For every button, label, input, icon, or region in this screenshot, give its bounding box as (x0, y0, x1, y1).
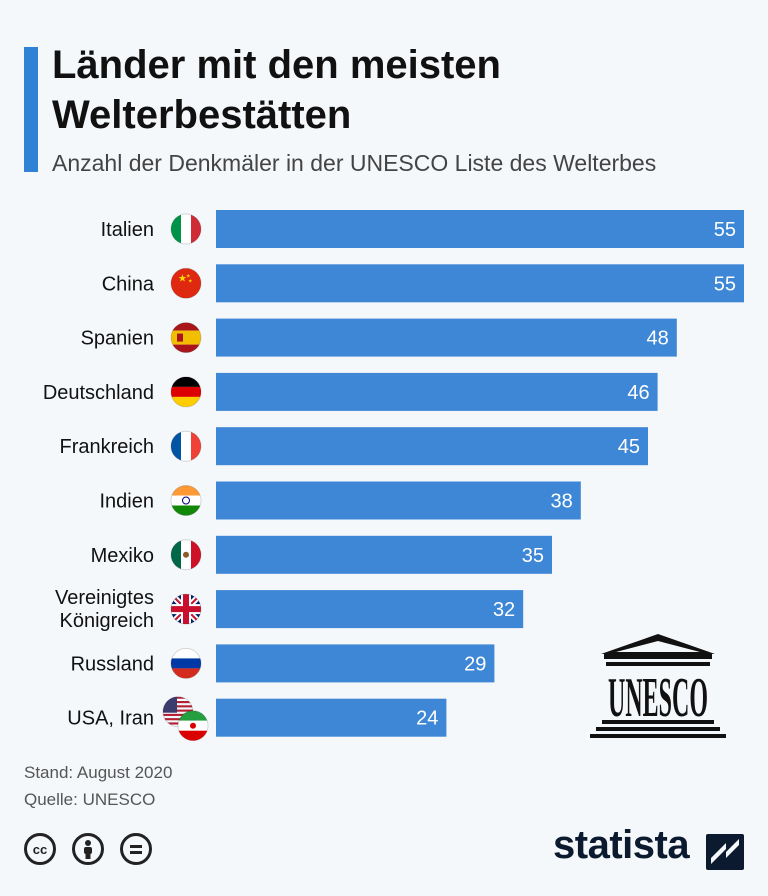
category-label: Deutschland (43, 382, 154, 404)
bar-row: 35 Mexiko (91, 535, 552, 574)
flag-usa-icon (162, 696, 194, 728)
bar-value-label: 29 (464, 653, 486, 675)
svg-text:★: ★ (178, 273, 187, 284)
category-label: Italien (101, 219, 154, 241)
flag-deutschland-icon (170, 376, 202, 408)
category-label: Vereinigtes Königreich (55, 587, 154, 632)
category-label: China (102, 273, 155, 295)
category-label: Frankreich (60, 436, 154, 458)
bar (216, 372, 658, 411)
flag-spanien-icon (170, 322, 202, 354)
flag-mexiko-icon (170, 539, 202, 571)
footer-source: Quelle: UNESCO (24, 790, 156, 809)
unesco-logo: UNESCO (590, 634, 726, 738)
chart-subtitle: Anzahl der Denkmäler in der UNESCO Liste… (52, 150, 657, 176)
bar-chart: 55 Italien 55 China ★ ★★ 48 Spanien 46 Deutschlan… (43, 210, 744, 742)
bar-value-label: 24 (416, 708, 438, 730)
title-accent-bar (24, 47, 38, 172)
bar-row: 24 USA, Iran (67, 696, 447, 742)
bar-value-label: 35 (522, 545, 544, 567)
flag-italien-icon (170, 213, 202, 245)
statista-logo-icon (706, 834, 744, 870)
bar-row: 48 Spanien (81, 318, 677, 357)
bar (216, 210, 744, 248)
bar-row: 32 Vereinigtes Königreich (55, 587, 524, 632)
svg-text:★: ★ (188, 278, 193, 284)
bar (216, 644, 495, 683)
flag-indien-icon (170, 485, 202, 516)
svg-text:UNESCO: UNESCO (608, 667, 708, 729)
footer-stand: Stand: August 2020 (24, 763, 173, 782)
bar (216, 427, 648, 466)
category-label: USA, Iran (67, 708, 154, 730)
bar-value-label: 46 (627, 382, 649, 404)
bar-row: 29 Russland (71, 644, 495, 683)
bar-row: 45 Frankreich (60, 427, 648, 466)
category-label: Indien (100, 491, 155, 513)
cc-license-icon[interactable]: cc (24, 833, 56, 865)
bar-row: 55 Italien (101, 210, 744, 248)
flag-uk-icon (170, 593, 202, 625)
flag-russland-icon (170, 647, 202, 679)
svg-text:★: ★ (186, 273, 191, 279)
chart-title: Länder mit den meisten Welterbestätten (52, 43, 501, 137)
bar-row: 55 China ★ ★★ (102, 264, 744, 303)
bar-value-label: 55 (714, 273, 736, 295)
statista-brand[interactable]: statista (553, 823, 690, 867)
bar (216, 535, 552, 574)
attribution-icon[interactable] (72, 833, 104, 865)
flag-frankreich-icon (170, 430, 202, 462)
bar-value-label: 48 (647, 328, 669, 350)
bar (216, 481, 581, 520)
bar-row: 46 Deutschland (43, 372, 658, 411)
bar-row: 38 Indien (100, 481, 581, 520)
bar-value-label: 32 (493, 599, 515, 621)
bar (216, 318, 677, 357)
bar-value-label: 45 (618, 436, 640, 458)
svg-text:cc: cc (33, 842, 47, 857)
category-label: Mexiko (91, 545, 154, 567)
bar-value-label: 38 (551, 491, 573, 513)
bar (216, 264, 744, 303)
bar (216, 698, 447, 737)
category-label: Russland (71, 653, 154, 675)
flag-china-icon: ★ ★★ (170, 267, 202, 299)
category-label: Spanien (81, 328, 154, 350)
bar-value-label: 55 (714, 219, 736, 241)
flag-iran-icon (177, 710, 209, 742)
bar (216, 590, 524, 629)
no-derivatives-icon[interactable] (120, 833, 152, 865)
